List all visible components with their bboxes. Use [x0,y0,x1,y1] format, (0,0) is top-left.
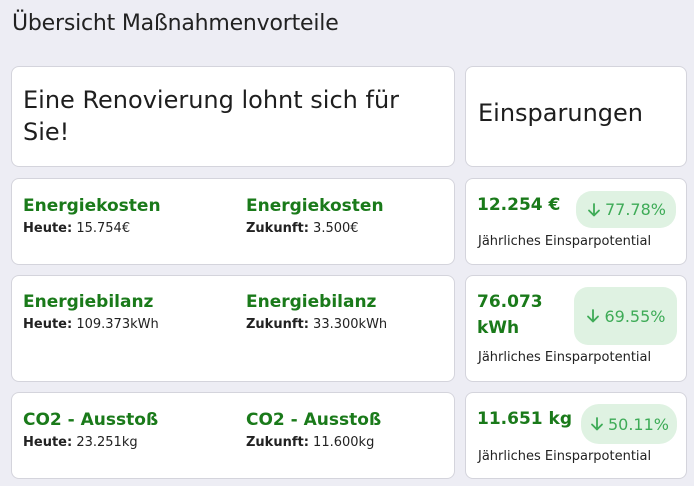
today-value: 109.373kWh [76,317,159,332]
energy-balance-card: Energiebilanz Heute: 109.373kWh Energieb… [11,275,455,382]
metric-title-future: Energiebilanz [246,292,377,312]
metric-today-line: Heute: 23.251kg [23,435,158,450]
saving-value: 76.073 kWh [477,292,543,338]
metric-today-line: Heute: 15.754€ [23,221,161,236]
future-column: Energiebilanz Zukunft: 33.300kWh [246,291,387,332]
today-column: CO2 - Ausstoß Heute: 23.251kg [23,409,158,450]
page-title: Übersicht Maßnahmenvorteile [12,11,339,36]
future-value: 11.600kg [313,435,375,450]
hero-message-card: Eine Renovierung lohnt sich für Sie! [11,66,455,167]
metric-title-future: CO2 - Ausstoß [246,410,382,430]
metric-future-line: Zukunft: 3.500€ [246,221,384,236]
future-label: Zukunft: [246,435,309,450]
saving-caption: Jährliches Einsparpotential [478,350,652,365]
today-label: Heute: [23,435,73,450]
saving-caption: Jährliches Einsparpotential [478,449,652,464]
saving-caption: Jährliches Einsparpotential [478,234,652,249]
future-label: Zukunft: [246,317,309,332]
future-label: Zukunft: [246,221,309,236]
arrow-down-icon [588,202,600,216]
saving-percent: 50.11% [607,414,669,434]
metric-title-future: Energiekosten [246,196,384,216]
metric-future-line: Zukunft: 11.600kg [246,435,381,450]
savings-header-card: Einsparungen [465,66,687,167]
arrow-down-icon [587,309,600,323]
metric-future-line: Zukunft: 33.300kWh [246,317,387,332]
saving-value: 11.651 kg [477,409,572,429]
metric-title-today: Energiebilanz [23,292,154,312]
arrow-down-icon [591,417,603,431]
future-column: CO2 - Ausstoß Zukunft: 11.600kg [246,409,381,450]
saving-percent-badge: 69.55% [574,287,677,345]
saving-value: 12.254 € [477,195,561,215]
saving-percent-badge: 50.11% [581,404,677,444]
savings-header: Einsparungen [478,99,643,127]
today-label: Heute: [23,317,73,332]
future-value: 33.300kWh [313,317,388,332]
today-value: 15.754€ [76,221,131,236]
future-value: 3.500€ [313,221,359,236]
hero-message: Eine Renovierung lohnt sich für Sie! [23,86,400,146]
saving-percent: 77.78% [604,200,666,219]
energy-balance-savings-card: 76.073 kWh 69.55% Jährliches Einsparpote… [465,275,687,382]
saving-percent-badge: 77.78% [576,191,676,228]
energy-costs-savings-card: 12.254 € 77.78% Jährliches Einsparpotent… [465,178,687,265]
metric-today-line: Heute: 109.373kWh [23,317,159,332]
saving-percent: 69.55% [604,306,666,326]
metric-title-today: Energiekosten [23,196,161,216]
co2-emissions-card: CO2 - Ausstoß Heute: 23.251kg CO2 - Auss… [11,392,455,479]
today-column: Energiekosten Heute: 15.754€ [23,195,161,236]
energy-costs-card: Energiekosten Heute: 15.754€ Energiekost… [11,178,455,265]
future-column: Energiekosten Zukunft: 3.500€ [246,195,384,236]
today-label: Heute: [23,221,73,236]
today-column: Energiebilanz Heute: 109.373kWh [23,291,159,332]
co2-savings-card: 11.651 kg 50.11% Jährliches Einsparpoten… [465,392,687,479]
today-value: 23.251kg [76,435,138,450]
metric-title-today: CO2 - Ausstoß [23,410,159,430]
